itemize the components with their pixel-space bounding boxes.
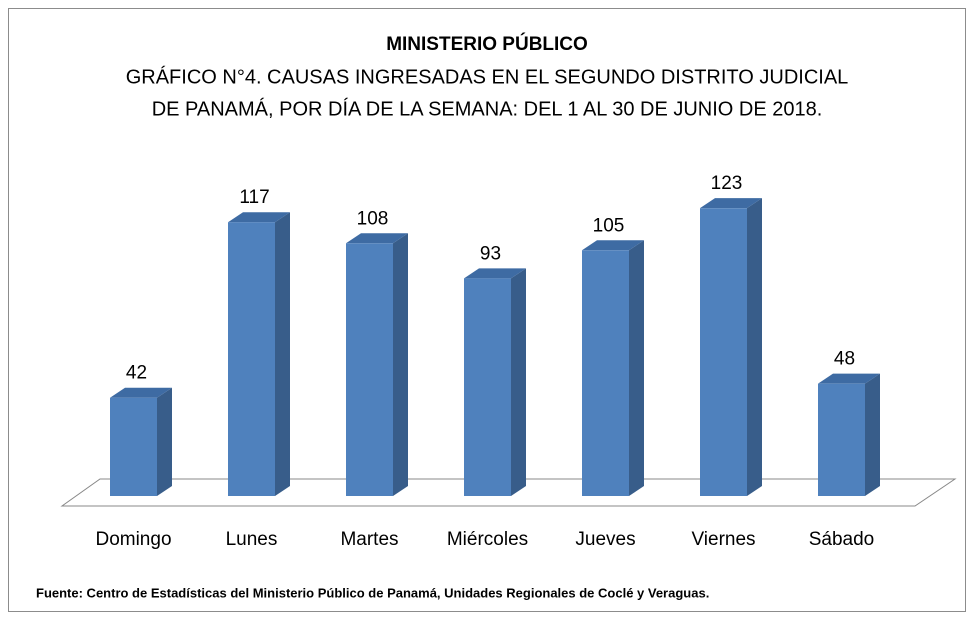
bar-top [110,387,172,398]
data-label: 123 [711,173,743,194]
chart-subtitle: GRÁFICO N°4. CAUSAS INGRESADAS EN EL SEG… [126,65,849,88]
bar [818,373,880,496]
bar-top [582,240,644,251]
bar-front [110,397,157,496]
data-label: 42 [126,363,147,384]
bar [346,233,408,496]
bar-front [346,243,393,496]
bar [464,268,526,496]
bar [110,387,172,496]
bar-side [511,268,526,496]
data-label: 48 [834,349,855,370]
bar-front [228,222,275,496]
bar-side [157,387,172,496]
bar-front [818,383,865,496]
x-tick-label: Sábado [809,529,875,550]
x-tick-label: Lunes [226,529,278,550]
data-label: 117 [239,187,269,208]
x-tick-label: Jueves [575,529,635,550]
bar-front [700,208,747,496]
bar-side [629,240,644,496]
bar-front [464,278,511,496]
bar-front [582,250,629,496]
bar-side [865,373,880,496]
x-tick-label: Martes [340,529,398,550]
x-tick-label: Miércoles [447,529,528,550]
bar-top [346,233,408,244]
chart-subtitle: DE PANAMÁ, POR DÍA DE LA SEMANA: DEL 1 A… [152,97,823,120]
bar [228,212,290,496]
x-tick-label: Viernes [691,529,755,550]
chart-title: MINISTERIO PÚBLICO [386,33,588,55]
bar-top [700,198,762,209]
bar-side [393,233,408,496]
data-label: 108 [357,208,389,229]
bar-top [818,373,880,384]
bar-side [275,212,290,496]
source-note: Fuente: Centro de Estadísticas del Minis… [36,585,709,600]
bar-top [464,268,526,279]
bar-side [747,198,762,496]
bar-top [228,212,290,223]
data-label: 105 [593,215,625,236]
bar [582,240,644,496]
x-tick-label: Domingo [95,529,171,550]
data-label: 93 [480,243,501,264]
bar [700,198,762,496]
